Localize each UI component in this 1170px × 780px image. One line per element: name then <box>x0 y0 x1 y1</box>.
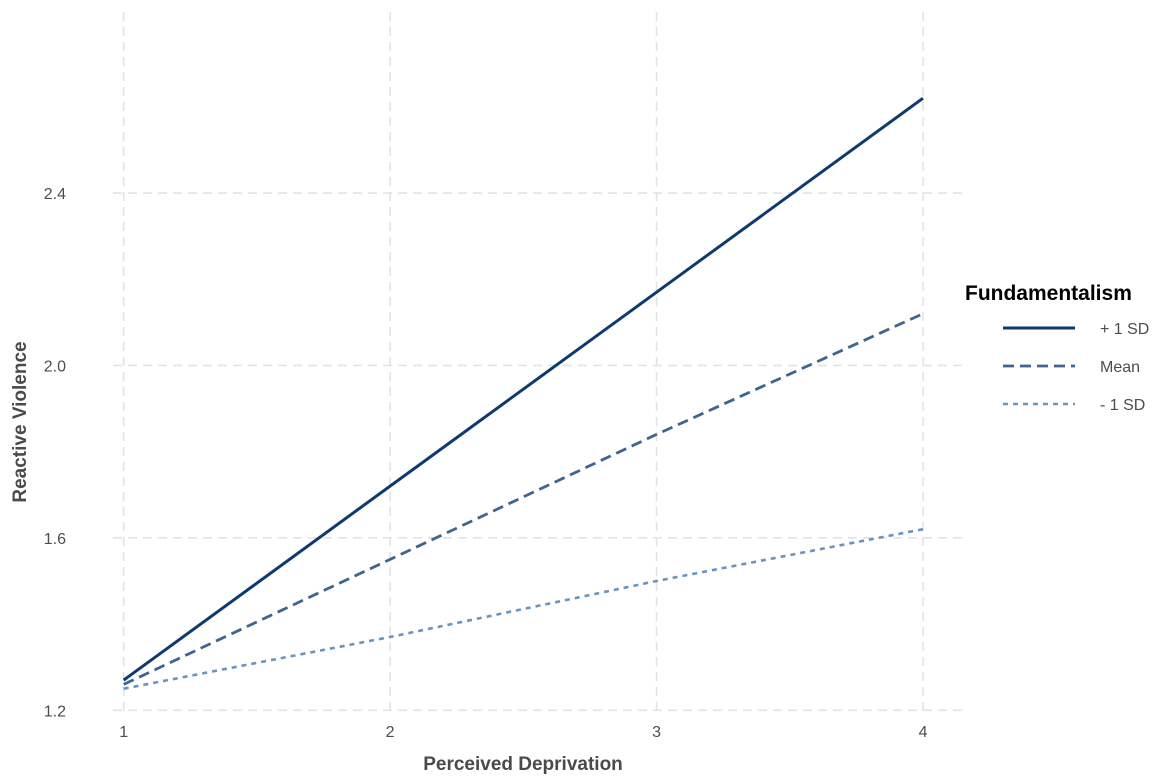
x-tick-label: 2 <box>386 724 395 741</box>
x-tick-label: 3 <box>652 724 661 741</box>
legend-label-2: - 1 SD <box>1100 397 1145 414</box>
y-tick-label: 2.4 <box>44 186 66 203</box>
x-tick-label: 1 <box>119 724 128 741</box>
x-axis-title: Perceived Deprivation <box>423 754 623 775</box>
legend-items: + 1 SD Mean - 1 SD <box>1003 321 1149 414</box>
legend: Fundamentalism + 1 SD Mean - 1 SD <box>965 282 1149 414</box>
legend-label-1: Mean <box>1100 359 1140 376</box>
y-tick-label: 2.0 <box>44 358 66 375</box>
series-lines <box>122 96 924 690</box>
grid-lines <box>113 12 963 712</box>
series-line-1 <box>123 312 924 686</box>
x-tick-label: 4 <box>919 724 928 741</box>
legend-label-0: + 1 SD <box>1100 321 1149 338</box>
series-line-0 <box>122 96 924 682</box>
y-tick-label: 1.2 <box>44 703 66 720</box>
y-axis-title: Reactive Violence <box>10 341 31 502</box>
series-line-2 <box>123 527 924 690</box>
y-tick-label: 1.6 <box>44 531 66 548</box>
tick-labels: 1 2 3 4 1.2 1.6 2.0 2.4 <box>44 186 928 741</box>
legend-title: Fundamentalism <box>965 282 1132 305</box>
